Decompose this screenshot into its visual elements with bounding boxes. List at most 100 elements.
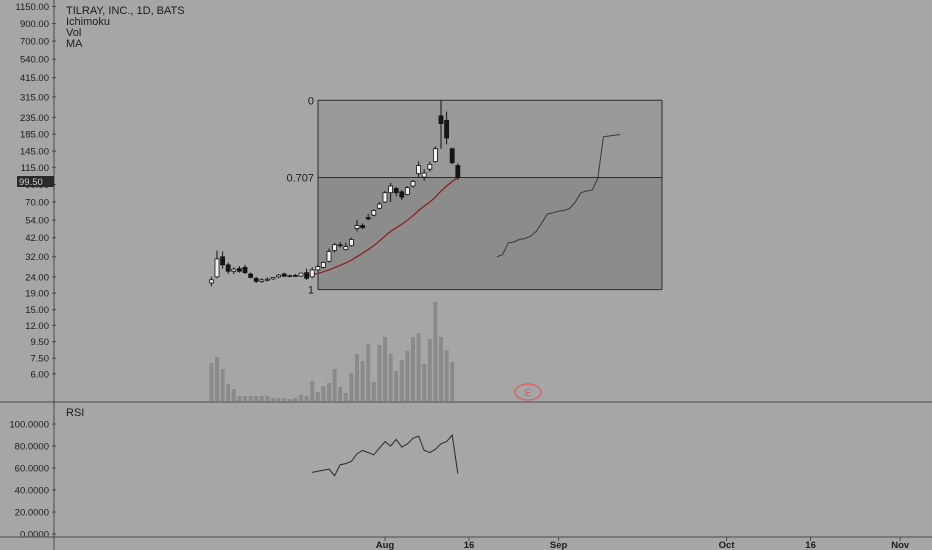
candle bbox=[292, 273, 298, 277]
time-tick-label: Sep bbox=[550, 540, 568, 550]
candle bbox=[208, 276, 214, 287]
candle-body bbox=[427, 163, 433, 170]
ma-path bbox=[306, 176, 459, 276]
price-tick-label: 7.50 bbox=[31, 354, 50, 365]
volume-bar bbox=[338, 387, 343, 401]
candle bbox=[365, 213, 371, 221]
rsi-path bbox=[312, 433, 459, 477]
candle-body bbox=[332, 244, 338, 251]
fib-retracement-zone[interactable] bbox=[317, 99, 663, 291]
price-tick-label: 115.00 bbox=[21, 163, 49, 174]
chart-legend[interactable]: TILRAY, INC., 1D, BATS Ichimoku Vol MA bbox=[66, 5, 185, 50]
time-tick-label: 16 bbox=[464, 540, 475, 550]
time-tick-label: Aug bbox=[376, 540, 395, 550]
candle-body bbox=[253, 277, 259, 282]
candle-body bbox=[281, 273, 287, 277]
candle bbox=[242, 264, 248, 274]
candle bbox=[248, 272, 254, 279]
candle bbox=[455, 163, 461, 180]
candle-body bbox=[382, 192, 388, 203]
candle bbox=[264, 277, 270, 282]
price-tick-label: 145.00 bbox=[20, 147, 49, 158]
candle bbox=[416, 161, 422, 178]
candle bbox=[326, 248, 332, 263]
candle-body bbox=[438, 115, 444, 124]
candle-body bbox=[444, 120, 450, 139]
candle-body bbox=[264, 278, 270, 281]
candle bbox=[399, 190, 405, 201]
rsi-tick-label: 40.0000 bbox=[15, 486, 49, 497]
candle-body bbox=[298, 272, 304, 277]
candle bbox=[320, 261, 326, 269]
volume-bar bbox=[332, 369, 337, 401]
candle-body bbox=[276, 274, 282, 278]
price-tick-label: 19.00 bbox=[25, 289, 49, 300]
candle bbox=[376, 202, 382, 210]
study-vol[interactable]: Vol bbox=[66, 27, 81, 39]
candle bbox=[315, 264, 321, 272]
time-tick-label: Oct bbox=[719, 540, 736, 550]
volume-bar bbox=[226, 384, 231, 401]
volume-bar bbox=[349, 373, 354, 401]
candle bbox=[298, 272, 304, 277]
volume-bar bbox=[254, 396, 259, 401]
candle bbox=[332, 242, 338, 253]
earnings-badge-ring bbox=[514, 383, 542, 401]
volume-bars bbox=[209, 302, 455, 401]
price-tick-label: 900.00 bbox=[20, 19, 49, 30]
volume-bar bbox=[444, 350, 449, 401]
candle-body bbox=[371, 210, 377, 216]
volume-bar bbox=[377, 345, 382, 401]
candle-body bbox=[242, 266, 248, 274]
candle bbox=[220, 251, 226, 269]
volume-bar bbox=[215, 357, 219, 401]
last-price-label: 99.50 bbox=[19, 177, 43, 188]
time-axis[interactable]: Aug 16 Sep Oct 16 Nov bbox=[376, 537, 910, 550]
candle-body bbox=[388, 185, 394, 194]
fib-level-label: 0.707 bbox=[286, 172, 314, 184]
fib-level-labels: 0 0.707 1 bbox=[286, 95, 314, 296]
volume-bar bbox=[416, 333, 421, 401]
candle bbox=[404, 186, 410, 196]
price-tick-label: 15.00 bbox=[25, 305, 49, 316]
volume-bar bbox=[287, 399, 292, 401]
volume-bar bbox=[271, 398, 275, 401]
candle-body bbox=[449, 148, 455, 164]
volume-bar bbox=[433, 302, 438, 401]
rsi-pane-label[interactable]: RSI bbox=[66, 407, 84, 419]
candle bbox=[388, 182, 394, 203]
candle-body bbox=[287, 275, 293, 277]
symbol-title[interactable]: TILRAY, INC., 1D, BATS bbox=[66, 5, 185, 17]
candle-body bbox=[376, 203, 382, 209]
last-price-marker: 99.50 bbox=[17, 176, 54, 188]
volume-bar bbox=[248, 396, 253, 401]
study-ma[interactable]: MA bbox=[66, 38, 83, 50]
candle bbox=[348, 237, 354, 247]
candle bbox=[281, 272, 287, 277]
candle bbox=[214, 250, 220, 279]
candle bbox=[259, 278, 265, 283]
volume-bar bbox=[237, 396, 242, 401]
volume-bar bbox=[310, 381, 315, 401]
volume-bar bbox=[259, 396, 264, 401]
candle bbox=[427, 161, 433, 172]
candle bbox=[287, 274, 293, 278]
candle bbox=[421, 169, 427, 181]
ichimoku-lead-line bbox=[496, 134, 621, 258]
candle-body bbox=[410, 181, 416, 187]
earnings-badge[interactable]: E bbox=[514, 383, 542, 401]
price-tick-label: 315.00 bbox=[20, 92, 49, 103]
study-ichimoku[interactable]: Ichimoku bbox=[66, 16, 110, 28]
ichimoku-line bbox=[496, 134, 621, 258]
price-tick-label: 42.00 bbox=[25, 233, 49, 244]
fib-zone-upper bbox=[318, 100, 662, 178]
candle-body bbox=[270, 277, 276, 280]
price-tick-label: 12.00 bbox=[25, 321, 49, 332]
candle bbox=[432, 146, 438, 163]
rsi-line bbox=[312, 433, 459, 477]
fib-level-label: 1 bbox=[308, 285, 314, 297]
candle-body bbox=[421, 172, 427, 178]
volume-bar bbox=[427, 339, 432, 401]
candle-body bbox=[399, 191, 405, 198]
